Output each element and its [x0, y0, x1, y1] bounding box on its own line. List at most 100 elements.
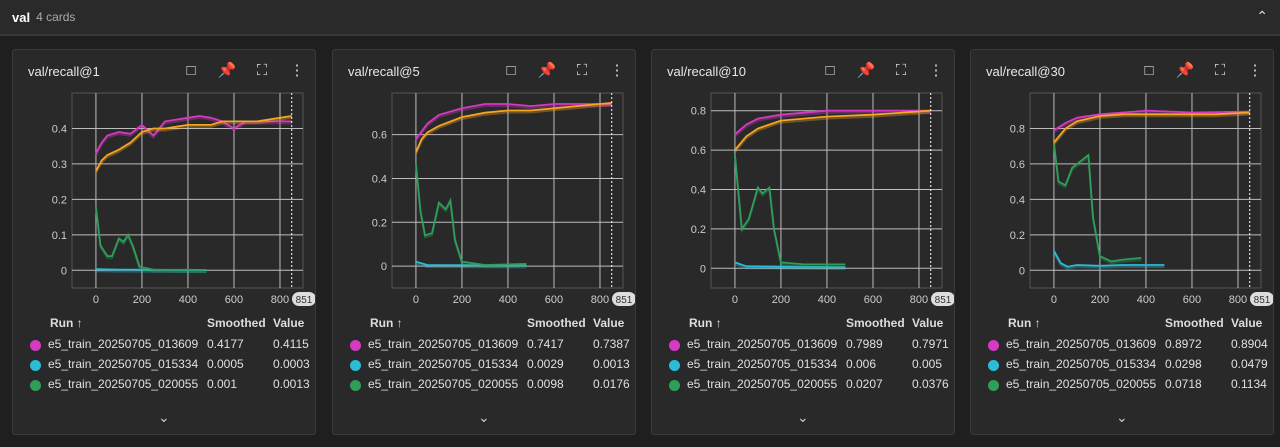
- more-vert-icon[interactable]: ⋮: [289, 62, 305, 79]
- table-row[interactable]: e5_train_20250705_020055 0.0718 0.1134: [971, 377, 1273, 395]
- col-smoothed[interactable]: Smoothed: [527, 316, 586, 330]
- x-tick-label: 600: [1183, 294, 1201, 306]
- card-count: 4 cards: [36, 10, 76, 24]
- series-raw-line: [94, 208, 207, 273]
- x-tick-label: 400: [179, 294, 197, 306]
- fullscreen-icon[interactable]: ⛶: [1214, 62, 1226, 79]
- smoothed-value: 0.001: [207, 377, 238, 391]
- table-row[interactable]: e5_train_20250705_015334 0.0005 0.0003: [13, 357, 315, 375]
- table-row[interactable]: e5_train_20250705_013609 0.7417 0.7387: [333, 337, 635, 355]
- pin-icon[interactable]: 📌: [856, 62, 876, 79]
- table-row[interactable]: e5_train_20250705_015334 0.0029 0.0013: [333, 357, 635, 375]
- series-raw-line: [1053, 113, 1250, 146]
- y-tick-label: 0.4: [372, 173, 387, 185]
- run-name: e5_train_20250705_015334: [48, 357, 199, 371]
- y-tick-label: 0: [61, 265, 67, 277]
- col-run[interactable]: Run ↑: [1008, 316, 1041, 330]
- table-row[interactable]: e5_train_20250705_013609 0.4177 0.4115: [13, 337, 315, 355]
- run-name: e5_train_20250705_015334: [687, 357, 838, 371]
- table-row[interactable]: e5_train_20250705_020055 0.001 0.0013: [13, 377, 315, 395]
- series-raw-line: [733, 156, 846, 268]
- run-name: e5_train_20250705_020055: [48, 377, 199, 391]
- card-title: val/recall@30: [986, 64, 1065, 79]
- expand-table-chevron-icon[interactable]: ⌄: [158, 409, 170, 425]
- table-row[interactable]: e5_train_20250705_015334 0.006 0.005: [652, 357, 954, 375]
- y-tick-label: 0: [381, 261, 387, 273]
- col-value[interactable]: Value: [273, 316, 305, 330]
- run-color-dot: [350, 340, 361, 351]
- x-tick-label: 200: [453, 294, 471, 306]
- col-value[interactable]: Value: [1231, 316, 1263, 330]
- line-chart[interactable]: 0 200 400 600 800 0 0.1 0.2 0.3 0.4 851: [13, 90, 316, 315]
- run-color-dot: [669, 380, 680, 391]
- y-tick-label: 0: [1019, 265, 1025, 277]
- series-line: [734, 261, 846, 268]
- section-header[interactable]: val 4 cards ⌃: [0, 0, 1280, 36]
- series-raw-line: [734, 111, 931, 153]
- fit-domain-icon[interactable]: □: [506, 62, 516, 79]
- y-tick-label: 0.2: [1010, 230, 1025, 242]
- run-name: e5_train_20250705_013609: [368, 337, 519, 351]
- col-run[interactable]: Run ↑: [370, 316, 403, 330]
- more-vert-icon[interactable]: ⋮: [1247, 62, 1263, 79]
- raw-value: 0.0376: [912, 377, 949, 391]
- col-smoothed[interactable]: Smoothed: [207, 316, 266, 330]
- raw-value: 0.7387: [593, 337, 630, 351]
- table-row[interactable]: e5_train_20250705_015334 0.0298 0.0479: [971, 357, 1273, 375]
- line-chart[interactable]: 0 200 400 600 800 0 0.2 0.4 0.6 0.8 851: [652, 90, 955, 315]
- table-row[interactable]: e5_train_20250705_020055 0.0207 0.0376: [652, 377, 954, 395]
- run-name: e5_train_20250705_013609: [687, 337, 838, 351]
- series-raw-line: [414, 103, 612, 155]
- x-tick-label: 600: [864, 294, 882, 306]
- expand-table-chevron-icon[interactable]: ⌄: [478, 409, 490, 425]
- pin-icon[interactable]: 📌: [1175, 62, 1195, 79]
- run-name: e5_train_20250705_013609: [1006, 337, 1157, 351]
- chevron-up-icon[interactable]: ⌃: [1256, 8, 1268, 24]
- raw-value: 0.0003: [273, 357, 310, 371]
- more-vert-icon[interactable]: ⋮: [928, 62, 944, 79]
- pin-icon[interactable]: 📌: [217, 62, 237, 79]
- line-chart[interactable]: 0 200 400 600 800 0 0.2 0.4 0.6 851: [333, 90, 636, 315]
- col-run[interactable]: Run ↑: [689, 316, 722, 330]
- col-value[interactable]: Value: [912, 316, 944, 330]
- table-row[interactable]: e5_train_20250705_013609 0.8972 0.8904: [971, 337, 1273, 355]
- more-vert-icon[interactable]: ⋮: [609, 62, 625, 79]
- series-line: [415, 102, 612, 153]
- line-chart[interactable]: 0 200 400 600 800 0 0.2 0.4 0.6 0.8 851: [971, 90, 1274, 315]
- step-badge: [1250, 292, 1273, 306]
- raw-value: 0.005: [912, 357, 943, 371]
- table-row[interactable]: e5_train_20250705_020055 0.0098 0.0176: [333, 377, 635, 395]
- x-tick-label: 400: [1137, 294, 1155, 306]
- fit-domain-icon[interactable]: □: [825, 62, 835, 79]
- fit-domain-icon[interactable]: □: [186, 62, 196, 79]
- raw-value: 0.8904: [1231, 337, 1268, 351]
- run-color-dot: [669, 360, 680, 371]
- fullscreen-icon[interactable]: ⛶: [576, 62, 588, 79]
- y-tick-label: 0.2: [691, 224, 706, 236]
- run-color-dot: [30, 340, 41, 351]
- raw-value: 0.7971: [912, 337, 949, 351]
- y-tick-label: 0.1: [52, 230, 67, 242]
- scalar-card: val/recall@10 □ 📌 ⛶ ⋮ Run ↑ Smoothed Value…: [651, 49, 955, 435]
- fullscreen-icon[interactable]: ⛶: [895, 62, 907, 79]
- step-badge: [931, 292, 954, 306]
- fit-domain-icon[interactable]: □: [1144, 62, 1154, 79]
- table-row[interactable]: e5_train_20250705_013609 0.7989 0.7971: [652, 337, 954, 355]
- x-tick-label: 400: [499, 294, 517, 306]
- expand-table-chevron-icon[interactable]: ⌄: [797, 409, 809, 425]
- expand-table-chevron-icon[interactable]: ⌄: [1116, 409, 1128, 425]
- series-line: [734, 109, 931, 151]
- pin-icon[interactable]: 📌: [537, 62, 557, 79]
- y-tick-label: 0.4: [52, 123, 67, 135]
- col-smoothed[interactable]: Smoothed: [846, 316, 905, 330]
- col-run[interactable]: Run ↑: [50, 316, 83, 330]
- fullscreen-icon[interactable]: ⛶: [256, 62, 268, 79]
- smoothed-value: 0.7417: [527, 337, 564, 351]
- run-name: e5_train_20250705_013609: [48, 337, 199, 351]
- col-value[interactable]: Value: [593, 316, 625, 330]
- y-tick-label: 0.8: [691, 106, 706, 118]
- series-raw-line: [1053, 252, 1165, 270]
- x-tick-label: 800: [1229, 294, 1247, 306]
- x-tick-label: 0: [413, 294, 419, 306]
- col-smoothed[interactable]: Smoothed: [1165, 316, 1224, 330]
